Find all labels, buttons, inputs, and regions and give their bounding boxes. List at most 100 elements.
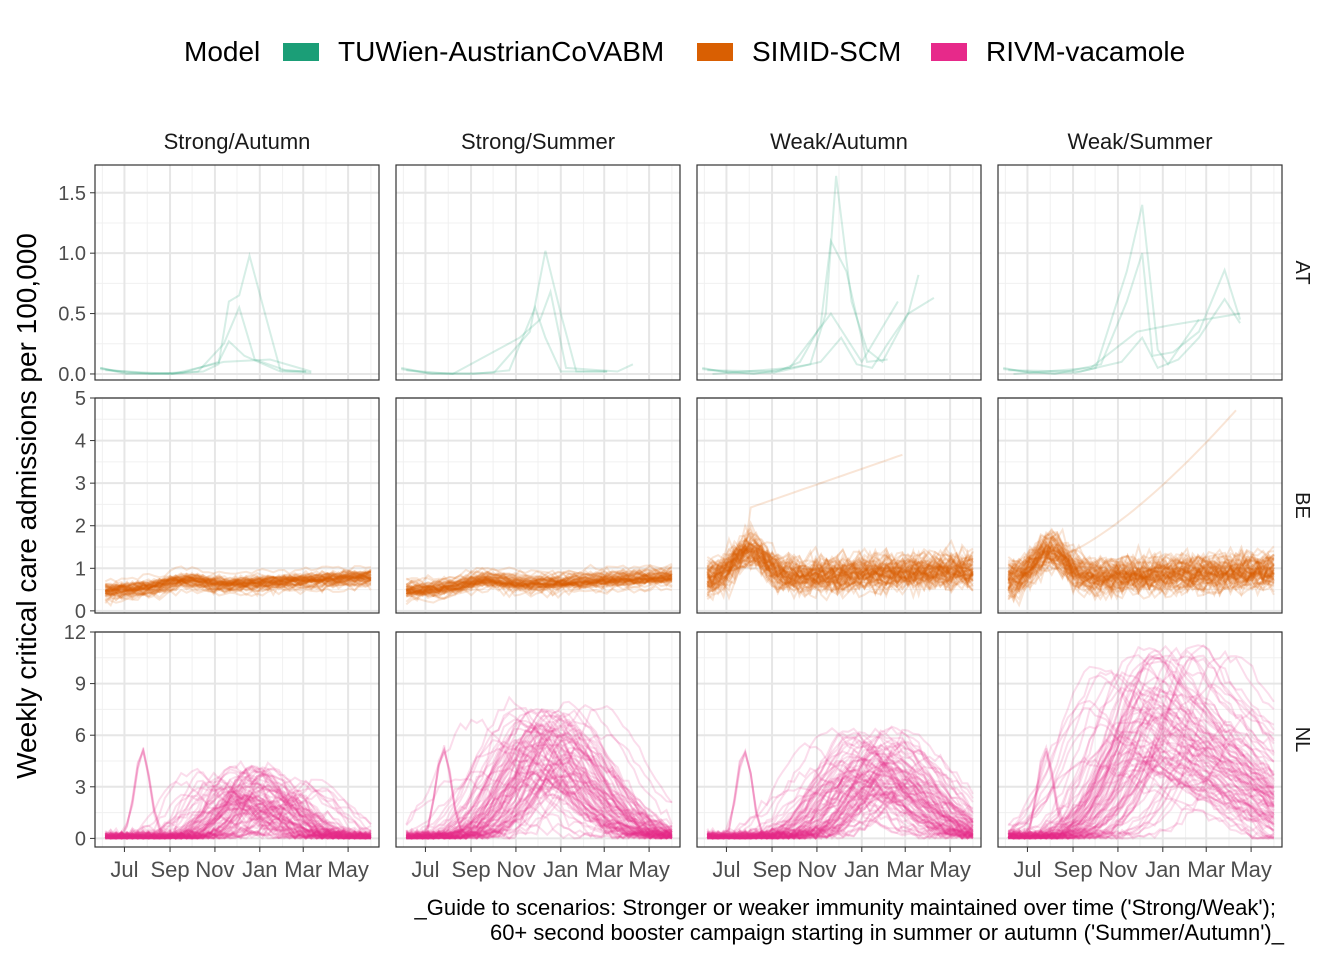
series-line xyxy=(706,547,974,585)
panel-nl-3 xyxy=(997,631,1283,848)
series-line xyxy=(105,571,372,592)
series-line xyxy=(1007,532,1275,579)
series-line xyxy=(406,574,673,598)
series-line xyxy=(707,552,974,589)
legend-label: RIVM-vacamole xyxy=(986,36,1185,67)
series-line xyxy=(706,541,974,585)
series-line xyxy=(105,568,372,590)
series-line xyxy=(1007,547,1275,593)
series-line xyxy=(706,549,974,589)
series-line xyxy=(104,776,372,840)
series-line xyxy=(104,794,372,840)
series-line xyxy=(706,531,974,579)
x-tick-label: Jan xyxy=(844,857,879,882)
series-line xyxy=(1008,543,1275,586)
series-line xyxy=(707,768,974,840)
series-line xyxy=(707,784,973,840)
x-tick-label: Jul xyxy=(1013,857,1041,882)
series-line xyxy=(405,577,673,594)
series-line xyxy=(405,718,673,840)
series-line xyxy=(405,576,673,595)
column-strip-label: Strong/Autumn xyxy=(164,129,311,154)
series-line xyxy=(706,753,974,840)
series-line xyxy=(104,570,371,590)
series-line xyxy=(706,534,974,587)
series-line xyxy=(1008,723,1275,838)
series-line xyxy=(1007,759,1275,840)
series-line xyxy=(707,537,974,582)
x-tick-label: Mar xyxy=(886,857,924,882)
series-line xyxy=(405,769,673,840)
series-line xyxy=(1007,545,1275,584)
series-line xyxy=(1007,655,1275,840)
series-line xyxy=(406,731,673,840)
series-line xyxy=(406,745,673,840)
series-line xyxy=(406,577,673,595)
row-strip-at: AT xyxy=(1291,260,1313,284)
panel-be-0 xyxy=(94,397,380,614)
column-strip-label: Weak/Autumn xyxy=(770,129,908,154)
series-line xyxy=(707,776,974,840)
series-line xyxy=(1007,547,1275,591)
series-line xyxy=(406,758,673,840)
series-line xyxy=(1008,552,1275,602)
series-line xyxy=(706,737,974,840)
series-line xyxy=(405,584,673,606)
series-line xyxy=(105,578,372,598)
x-tick-label: Jan xyxy=(543,857,578,882)
series-line xyxy=(1007,737,1275,840)
series-line xyxy=(406,288,634,376)
series-line xyxy=(1008,553,1274,594)
series-line xyxy=(706,774,974,840)
series-line xyxy=(105,801,372,840)
series-line xyxy=(405,575,673,597)
series-line xyxy=(1007,551,1275,594)
series-line xyxy=(405,723,673,840)
series-line xyxy=(406,747,673,840)
series-line xyxy=(706,774,974,840)
series-line xyxy=(1007,543,1275,585)
series-line xyxy=(405,782,673,840)
series-line xyxy=(104,574,372,599)
series-line xyxy=(405,729,673,840)
series-line xyxy=(1007,552,1275,590)
series-line xyxy=(707,732,974,840)
series-line xyxy=(1007,542,1275,594)
series-line xyxy=(405,732,673,840)
series-line xyxy=(405,574,673,595)
series-line xyxy=(104,768,372,840)
series-line xyxy=(105,780,372,840)
series-line xyxy=(105,579,372,599)
series-line xyxy=(105,747,371,840)
series-line xyxy=(706,520,974,570)
panel-border xyxy=(997,164,1283,381)
series-line xyxy=(406,754,673,840)
series-line xyxy=(706,744,974,840)
series-line xyxy=(406,695,673,840)
series-line xyxy=(405,709,673,840)
series-line xyxy=(104,572,372,596)
series-line xyxy=(104,569,372,589)
series-line xyxy=(1007,727,1275,840)
series-line xyxy=(706,547,974,585)
series-line xyxy=(105,776,372,840)
series-line xyxy=(104,787,372,840)
series-line xyxy=(706,735,974,840)
series-line xyxy=(706,768,973,840)
series-line xyxy=(1007,538,1275,584)
x-tick-label: May xyxy=(929,857,971,882)
panel-border xyxy=(395,397,681,614)
series-line xyxy=(406,737,673,840)
series-line xyxy=(406,736,672,840)
series-line xyxy=(706,739,974,840)
series-line xyxy=(104,572,372,594)
x-tick-label: Nov xyxy=(496,857,535,882)
panel-border xyxy=(696,631,982,848)
series-line xyxy=(405,728,673,840)
series-line xyxy=(1007,715,1275,840)
series-line xyxy=(702,237,888,374)
panel-at-3 xyxy=(997,164,1283,381)
series-line xyxy=(105,569,371,593)
series-line xyxy=(406,572,673,593)
